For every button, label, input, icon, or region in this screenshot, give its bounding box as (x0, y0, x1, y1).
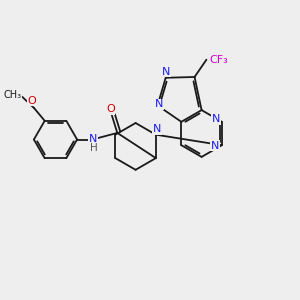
Text: N: N (154, 99, 163, 109)
Text: CH₃: CH₃ (4, 90, 22, 100)
Text: N: N (88, 134, 97, 145)
Text: O: O (106, 104, 115, 114)
Text: N: N (212, 114, 220, 124)
Text: CF₃: CF₃ (210, 55, 228, 65)
Text: N: N (153, 124, 161, 134)
Text: H: H (90, 143, 98, 153)
Text: N: N (161, 67, 170, 77)
Text: N: N (211, 141, 220, 151)
Text: O: O (28, 96, 37, 106)
